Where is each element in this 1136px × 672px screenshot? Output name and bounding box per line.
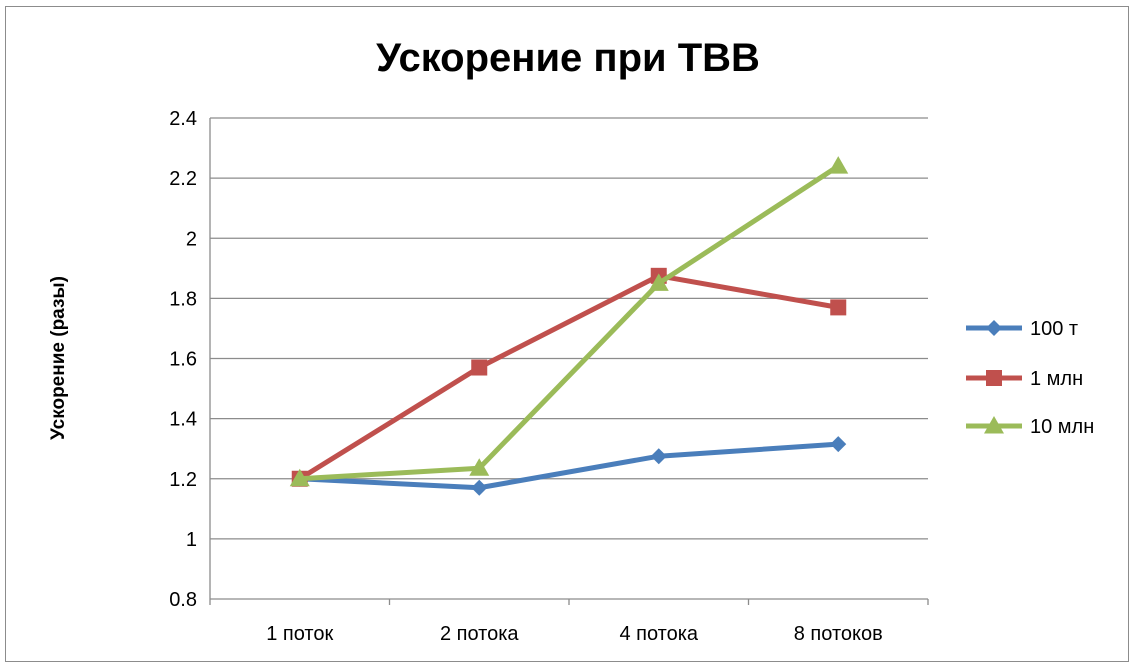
- legend-label-2: 10 млн: [1030, 416, 1094, 438]
- x-axis-ticks: 1 поток 2 потока 4 потока 8 потоков: [209, 599, 929, 645]
- y-axis-ticks: 0.8 1 1.2 1.4 1.6 1.8 2 2.2 2.4: [169, 108, 197, 611]
- data-point: [648, 273, 669, 291]
- data-point: [469, 458, 490, 476]
- data-point: [289, 468, 310, 487]
- y-axis-label: Ускорение (разы): [48, 276, 69, 440]
- y-tick-label: 1.6: [169, 349, 197, 371]
- x-tick-label: 2 потока: [440, 623, 519, 645]
- legend-marker-2: [984, 416, 1004, 434]
- series-line-1: [297, 273, 841, 482]
- y-tick-label: 2.4: [169, 108, 197, 130]
- data-point: [471, 479, 488, 496]
- y-tick-label: 2: [186, 228, 197, 250]
- legend-label-0: 100 т: [1030, 318, 1078, 340]
- series-line-0: [297, 441, 841, 491]
- legend-marker-1: [986, 370, 1002, 386]
- chart-frame: [5, 6, 1129, 662]
- y-tick-label: 1.2: [169, 469, 197, 491]
- series-line-2: [297, 163, 841, 482]
- x-tick-label: 8 потоков: [794, 623, 883, 645]
- x-tick-label: 4 потока: [619, 623, 698, 645]
- data-point: [830, 299, 847, 316]
- y-tick-label: 1.4: [169, 409, 197, 431]
- data-point: [830, 436, 847, 453]
- legend-label-1: 1 млн: [1030, 368, 1083, 390]
- grid-lines: [209, 117, 928, 600]
- data-point: [828, 156, 849, 174]
- data-point: [471, 359, 488, 376]
- y-tick-label: 0.8: [169, 589, 197, 611]
- x-tick-label: 1 поток: [266, 623, 333, 645]
- legend: 100 т 1 млн 10 млн: [966, 318, 1094, 438]
- legend-marker-0: [986, 320, 1002, 336]
- y-tick-label: 1.8: [169, 288, 197, 310]
- chart-title: Ускорение при TBB: [376, 36, 760, 80]
- data-point: [650, 448, 667, 465]
- y-tick-label: 2.2: [169, 168, 197, 190]
- series-group: [289, 156, 849, 496]
- y-tick-label: 1: [186, 529, 197, 551]
